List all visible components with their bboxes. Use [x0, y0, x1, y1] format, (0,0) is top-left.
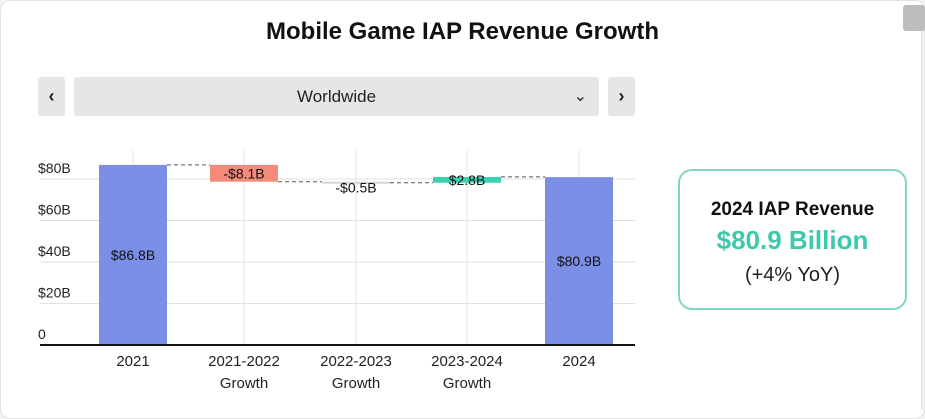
- bar-4: [545, 177, 613, 345]
- x-tick-label: 2023-2024: [431, 353, 503, 370]
- prev-region-button[interactable]: ‹: [38, 77, 65, 116]
- chevron-down-icon: ⌄: [573, 88, 587, 105]
- x-tick-label: 2021-2022: [208, 353, 280, 370]
- y-tick-label: $20B: [38, 285, 71, 301]
- x-tick-label: Growth: [332, 375, 380, 392]
- x-tick-label: Growth: [220, 375, 268, 392]
- page-title: Mobile Game IAP Revenue Growth: [266, 18, 659, 45]
- data-label: $2.8B: [449, 172, 486, 188]
- y-tick-label: 0: [38, 326, 46, 342]
- scrollbar-thumb[interactable]: [903, 5, 925, 31]
- kpi-title: 2024 IAP Revenue: [710, 199, 875, 220]
- x-tick-label: 2022-2023: [320, 353, 392, 370]
- region-select-value: Worldwide: [296, 86, 377, 106]
- data-label: $86.8B: [111, 247, 155, 263]
- data-label: -$8.1B: [223, 165, 264, 181]
- bar-3: [433, 176, 501, 183]
- kpi-card: 2024 IAP Revenue $80.9 Billion (+4% YoY): [678, 169, 907, 310]
- kpi-change: (+4% YoY): [744, 264, 841, 286]
- bar-1: [210, 164, 278, 182]
- x-tick-label: 2021: [116, 353, 149, 370]
- data-label: -$0.5B: [335, 180, 376, 196]
- y-tick-label: $40B: [38, 243, 71, 259]
- region-select[interactable]: Worldwide ⌄: [74, 77, 599, 116]
- y-tick-label: $60B: [38, 202, 71, 218]
- bar-0: [99, 164, 167, 345]
- y-tick-label: $80B: [38, 160, 71, 176]
- x-tick-label: Growth: [443, 375, 491, 392]
- kpi-value: $80.9 Billion: [716, 225, 869, 255]
- scrollbar-track[interactable]: [921, 30, 923, 410]
- x-tick-label: 2024: [562, 353, 595, 370]
- data-label: $80.9B: [557, 253, 601, 269]
- next-region-button[interactable]: ›: [608, 77, 635, 116]
- bar-2: [322, 181, 390, 184]
